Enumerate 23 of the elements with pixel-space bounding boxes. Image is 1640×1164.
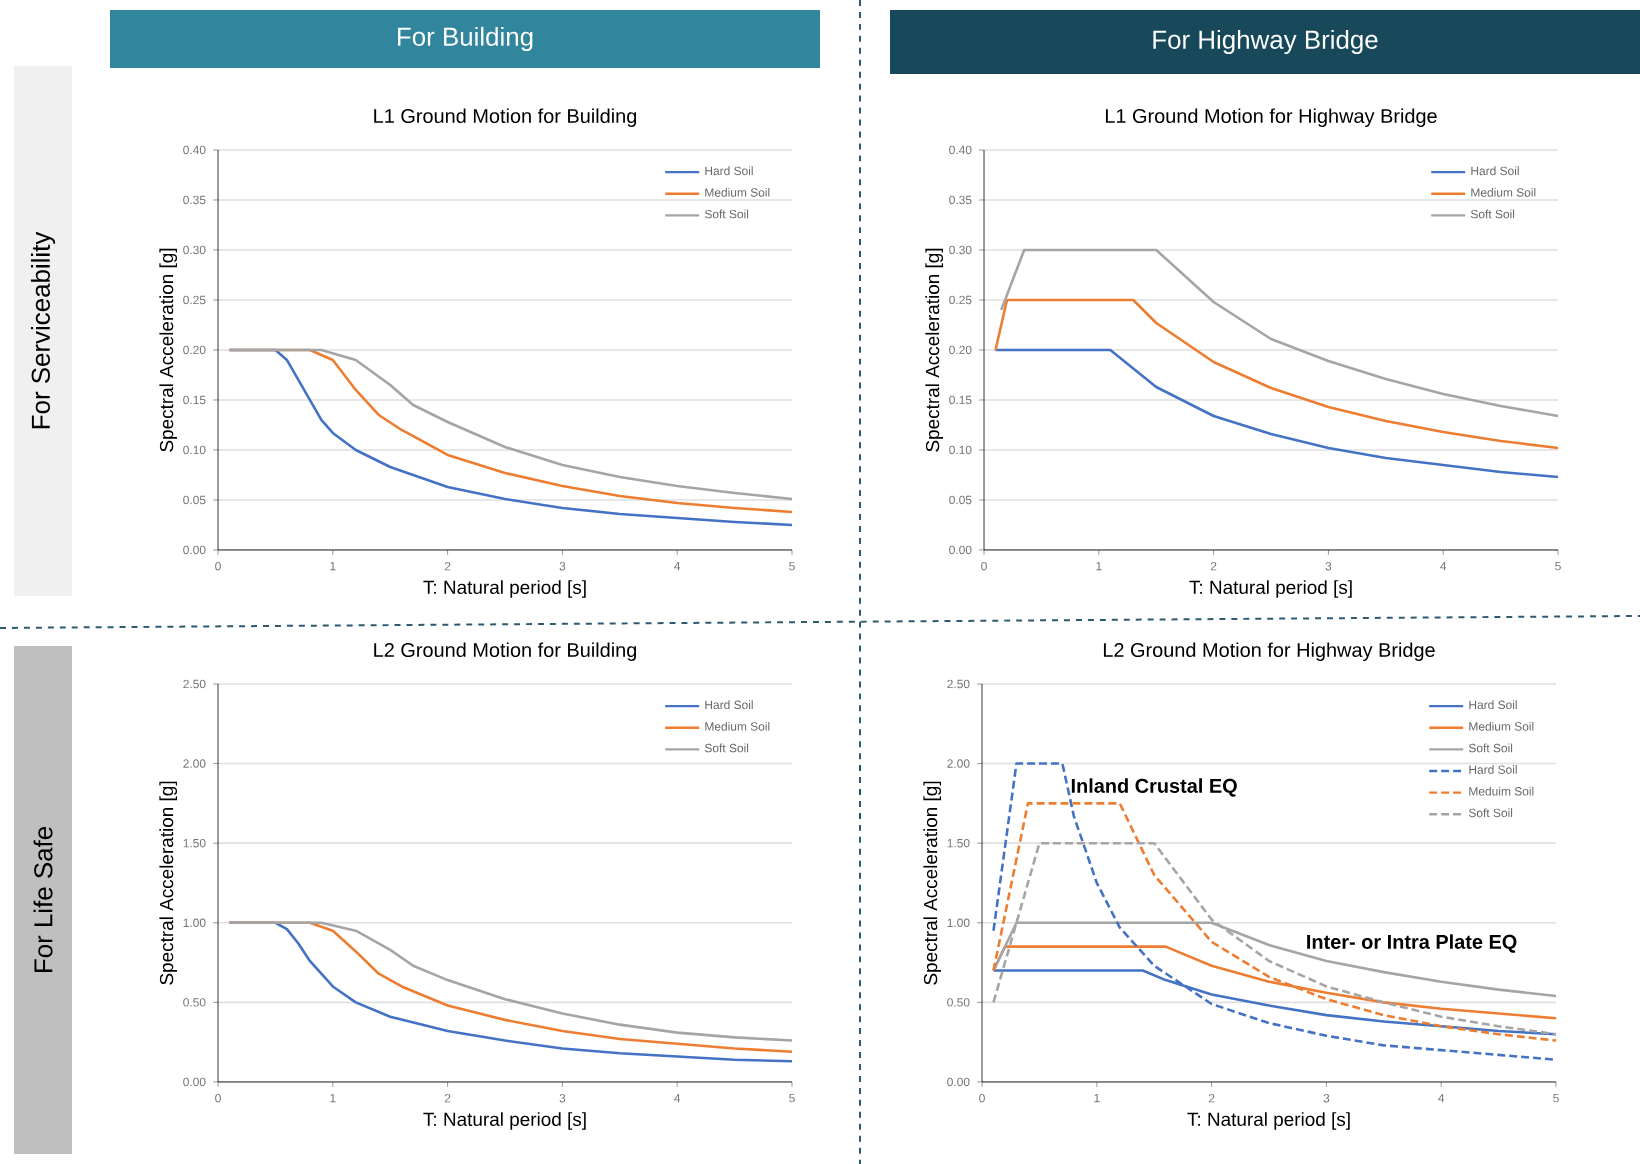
- y-axis-title: Spectral Acceleration [g]: [925, 248, 944, 452]
- x-axis-title: T: Natural period [s]: [423, 1112, 586, 1130]
- text: For Highway Bridge: [1153, 29, 1378, 55]
- line-series: [994, 348, 1560, 479]
- text: For Life Safe: [33, 827, 53, 972]
- annotation: Inter- or Intra Plate EQ: [1307, 934, 1517, 953]
- annotation: Inland Crustal EQ: [1071, 778, 1237, 797]
- chart-title: L2 Ground Motion for Highway Bridge: [1103, 642, 1435, 661]
- chart-title: L1 Ground Motion for Highway Bridge: [1105, 108, 1437, 127]
- line-series: [992, 762, 1558, 1061]
- line-series: [994, 298, 1560, 450]
- x-axis-title: T: Natural period [s]: [1189, 580, 1352, 598]
- x-axis-title: T: Natural period [s]: [1187, 1112, 1350, 1130]
- chart-title: L1 Ground Motion for Building: [374, 108, 637, 127]
- y-axis-title: Spectral Acceleration [g]: [923, 781, 942, 985]
- y-axis-title: Spectral Acceleration [g]: [159, 781, 178, 985]
- text: For Building: [398, 26, 533, 52]
- text: For Serviceability: [30, 231, 56, 429]
- line-series: [992, 841, 1558, 1036]
- x-axis-title: T: Natural period [s]: [423, 580, 586, 598]
- y-axis-title: Spectral Acceleration [g]: [159, 248, 178, 452]
- line-series: [999, 248, 1560, 418]
- chart-title: L2 Ground Motion for Building: [374, 642, 637, 661]
